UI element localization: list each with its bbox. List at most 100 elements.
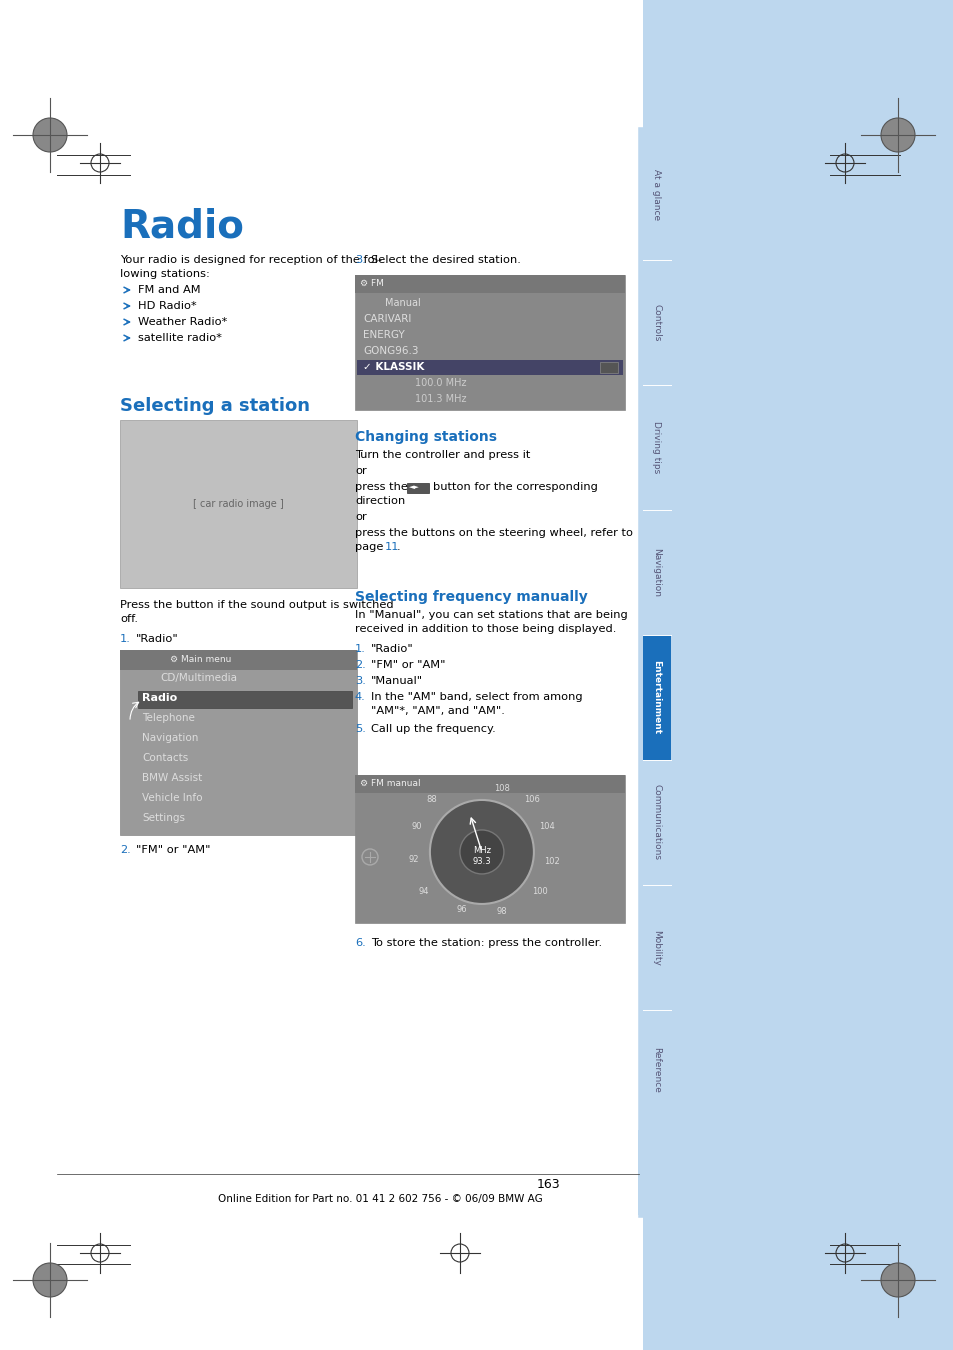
Text: Press the button if the sound output is switched: Press the button if the sound output is … — [120, 599, 394, 610]
Text: Selecting a station: Selecting a station — [120, 397, 310, 414]
Text: 98: 98 — [497, 907, 507, 917]
Text: .: . — [396, 541, 400, 552]
Text: [ car radio image ]: [ car radio image ] — [193, 500, 283, 509]
Text: ENERGY: ENERGY — [363, 329, 404, 340]
Text: page: page — [355, 541, 387, 552]
Text: Selecting frequency manually: Selecting frequency manually — [355, 590, 587, 603]
Text: "FM" or "AM": "FM" or "AM" — [371, 660, 445, 670]
Text: ◄►: ◄► — [409, 485, 419, 490]
Bar — [355, 775, 624, 792]
Bar — [642, 0, 953, 1350]
Text: GONG96.3: GONG96.3 — [363, 346, 418, 356]
Text: To store the station: press the controller.: To store the station: press the controll… — [371, 938, 601, 948]
Text: 1.: 1. — [355, 644, 366, 653]
Text: 100: 100 — [532, 887, 547, 896]
Bar — [407, 483, 429, 493]
Text: BMW Assist: BMW Assist — [142, 774, 202, 783]
Text: direction: direction — [355, 495, 405, 506]
Text: 106: 106 — [523, 795, 539, 805]
Text: 2.: 2. — [120, 845, 131, 855]
Bar — [120, 420, 356, 589]
Bar — [120, 649, 356, 670]
Bar — [355, 775, 624, 923]
Text: Mobility: Mobility — [652, 930, 660, 965]
Text: 104: 104 — [538, 822, 555, 832]
Text: MHz
93.3: MHz 93.3 — [472, 846, 491, 865]
Text: 90: 90 — [411, 822, 422, 832]
Text: or: or — [355, 466, 366, 477]
Bar — [138, 691, 352, 707]
Text: 102: 102 — [543, 857, 559, 867]
Text: Call up the frequency.: Call up the frequency. — [371, 724, 496, 734]
Text: Telephone: Telephone — [142, 713, 194, 724]
Text: "Radio": "Radio" — [136, 634, 178, 644]
Text: Reference: Reference — [652, 1048, 660, 1094]
Text: 100.0 MHz: 100.0 MHz — [415, 378, 466, 387]
Bar — [642, 510, 670, 634]
Text: 94: 94 — [418, 887, 429, 896]
Text: or: or — [355, 512, 366, 522]
Text: HD Radio*: HD Radio* — [138, 301, 196, 310]
Text: 4.: 4. — [355, 693, 365, 702]
Text: Communications: Communications — [652, 784, 660, 860]
Bar — [356, 360, 622, 375]
Text: 108: 108 — [494, 784, 509, 794]
Text: ✓ KLASSIK: ✓ KLASSIK — [363, 362, 424, 373]
Text: press the: press the — [355, 482, 408, 491]
Text: off.: off. — [120, 614, 138, 624]
Text: 6.: 6. — [355, 938, 365, 948]
Bar — [642, 634, 670, 760]
Text: 5.: 5. — [355, 724, 366, 734]
Text: 11: 11 — [385, 541, 399, 552]
Text: Turn the controller and press it: Turn the controller and press it — [355, 450, 530, 460]
Text: CARIVARI: CARIVARI — [363, 315, 411, 324]
Text: satellite radio*: satellite radio* — [138, 333, 222, 343]
Circle shape — [33, 1264, 67, 1297]
Text: Radio: Radio — [142, 693, 177, 703]
Text: Contacts: Contacts — [142, 753, 188, 763]
Bar — [642, 760, 670, 886]
Bar — [642, 130, 670, 261]
Circle shape — [33, 117, 67, 153]
Text: "Radio": "Radio" — [371, 644, 414, 653]
Circle shape — [459, 830, 503, 873]
Text: Controls: Controls — [652, 304, 660, 342]
Bar — [120, 649, 356, 836]
Text: In the "AM" band, select from among: In the "AM" band, select from among — [371, 693, 582, 702]
Text: Weather Radio*: Weather Radio* — [138, 317, 227, 327]
Text: CD/Multimedia: CD/Multimedia — [160, 674, 236, 683]
Text: 2.: 2. — [355, 660, 365, 670]
Text: ⚙ FM: ⚙ FM — [359, 279, 383, 288]
Text: At a glance: At a glance — [652, 170, 660, 220]
Text: button for the corresponding: button for the corresponding — [433, 482, 598, 491]
Circle shape — [880, 117, 914, 153]
Bar — [355, 275, 624, 410]
Text: Vehicle Info: Vehicle Info — [142, 792, 202, 803]
Circle shape — [430, 801, 534, 904]
Text: 163: 163 — [536, 1179, 559, 1191]
Bar — [642, 385, 670, 510]
Text: Online Edition for Part no. 01 41 2 602 756 - © 06/09 BMW AG: Online Edition for Part no. 01 41 2 602 … — [217, 1193, 542, 1204]
Circle shape — [880, 1264, 914, 1297]
Text: Navigation: Navigation — [652, 548, 660, 597]
Text: "Manual": "Manual" — [371, 676, 423, 686]
Bar — [642, 1010, 670, 1130]
Text: Radio: Radio — [120, 208, 244, 246]
Text: Your radio is designed for reception of the fol-: Your radio is designed for reception of … — [120, 255, 381, 265]
Text: 101.3 MHz: 101.3 MHz — [415, 394, 466, 404]
Text: ⚙ Main menu: ⚙ Main menu — [170, 655, 232, 664]
Text: press the buttons on the steering wheel, refer to: press the buttons on the steering wheel,… — [355, 528, 633, 539]
Bar — [642, 886, 670, 1010]
Text: "FM" or "AM": "FM" or "AM" — [136, 845, 211, 855]
Text: Entertainment: Entertainment — [652, 660, 660, 734]
Text: ⚙ FM manual: ⚙ FM manual — [359, 779, 420, 788]
Bar — [642, 261, 670, 385]
Text: Select the desired station.: Select the desired station. — [371, 255, 520, 265]
Text: Manual: Manual — [385, 298, 420, 308]
Text: received in addition to those being displayed.: received in addition to those being disp… — [355, 624, 616, 634]
Text: FM and AM: FM and AM — [138, 285, 200, 296]
Text: 92: 92 — [408, 856, 418, 864]
Text: Settings: Settings — [142, 813, 185, 823]
Text: 96: 96 — [456, 906, 467, 914]
Text: 88: 88 — [426, 795, 436, 805]
